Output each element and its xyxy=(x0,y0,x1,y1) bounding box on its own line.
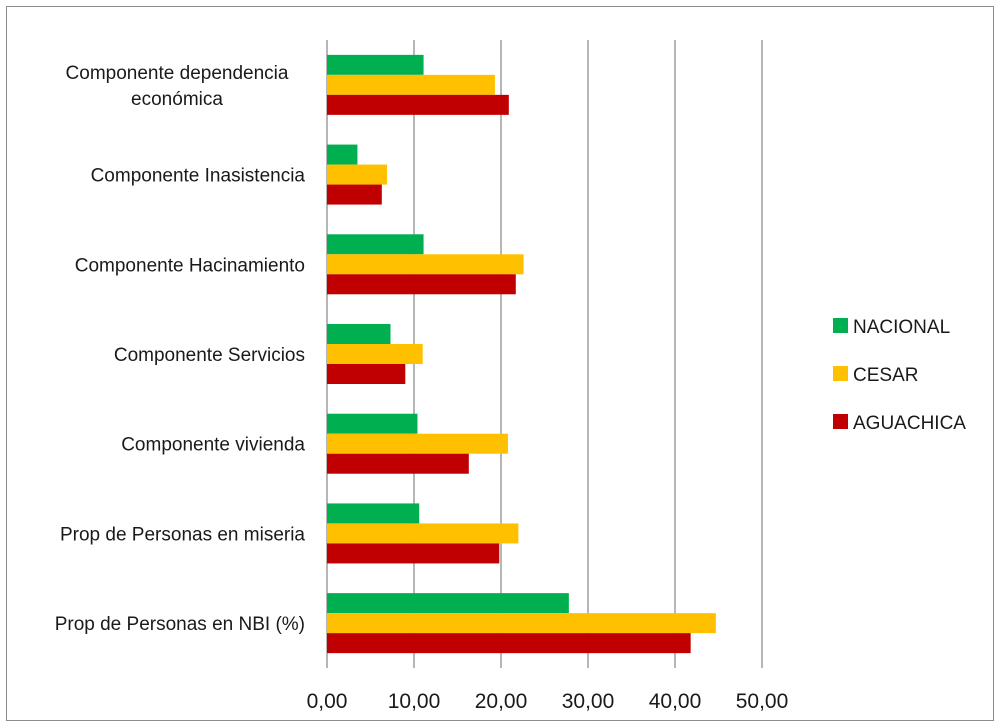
category-label: Componente vivienda xyxy=(121,435,305,456)
category-label: económica xyxy=(131,89,223,110)
bar-aguachica-4 xyxy=(327,454,469,474)
bar-nacional-4 xyxy=(327,414,417,434)
bar-cesar-3 xyxy=(327,344,423,364)
legend-label-nacional: NACIONAL xyxy=(853,317,950,338)
legend-swatch-nacional xyxy=(833,318,848,333)
bar-cesar-6 xyxy=(327,613,716,633)
bar-aguachica-3 xyxy=(327,364,405,384)
bar-aguachica-1 xyxy=(327,185,382,205)
x-tick-label: 30,00 xyxy=(562,690,615,713)
bar-cesar-1 xyxy=(327,165,387,185)
category-label: Componente Inasistencia xyxy=(91,166,306,187)
legend-swatch-cesar xyxy=(833,366,848,381)
bar-cesar-0 xyxy=(327,75,495,95)
legend-label-cesar: CESAR xyxy=(853,365,918,386)
category-label: Componente Servicios xyxy=(114,345,305,366)
x-tick-label: 10,00 xyxy=(388,690,441,713)
bar-aguachica-5 xyxy=(327,543,499,563)
bar-nacional-2 xyxy=(327,234,424,254)
bar-nacional-1 xyxy=(327,145,357,165)
bar-nacional-0 xyxy=(327,55,424,75)
bar-nacional-5 xyxy=(327,503,419,523)
bar-aguachica-0 xyxy=(327,95,509,115)
x-tick-label: 50,00 xyxy=(736,690,789,713)
x-tick-label: 20,00 xyxy=(475,690,528,713)
category-label: Prop de Personas en miseria xyxy=(60,524,305,545)
x-tick-label: 0,00 xyxy=(307,690,348,713)
legend-swatch-aguachica xyxy=(833,414,848,429)
bar-cesar-2 xyxy=(327,254,524,274)
legend-label-aguachica: AGUACHICA xyxy=(853,413,966,434)
bar-nacional-6 xyxy=(327,593,569,613)
bar-aguachica-2 xyxy=(327,274,516,294)
bar-cesar-4 xyxy=(327,434,508,454)
x-tick-label: 40,00 xyxy=(649,690,702,713)
bar-nacional-3 xyxy=(327,324,391,344)
bar-cesar-5 xyxy=(327,523,518,543)
bar-aguachica-6 xyxy=(327,633,691,653)
category-label: Componente Hacinamiento xyxy=(75,255,305,276)
category-label: Componente dependencia xyxy=(66,63,289,84)
category-label: Prop de Personas en NBI (%) xyxy=(55,614,305,635)
